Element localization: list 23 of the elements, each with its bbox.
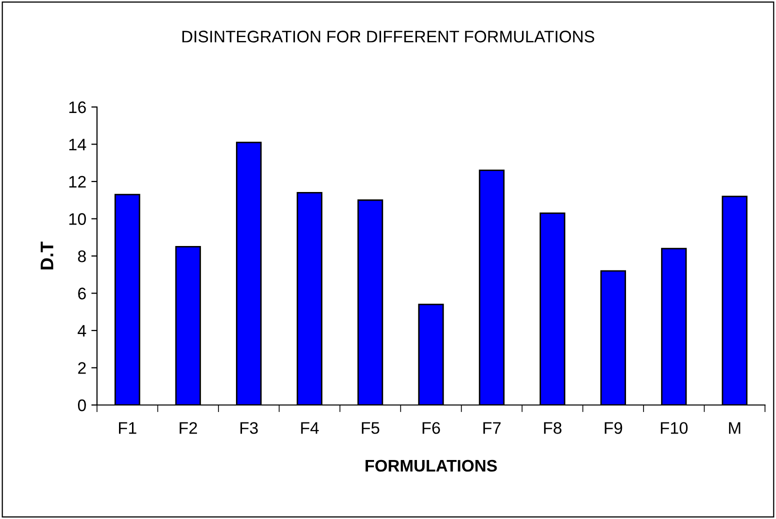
y-tick-label: 8 — [78, 250, 86, 262]
y-tick-label: 2 — [78, 362, 86, 374]
x-tick-label: F8 — [544, 422, 562, 434]
x-tick-label: F6 — [422, 422, 440, 434]
x-tick-label: F9 — [604, 422, 622, 434]
y-tick-label: 10 — [69, 213, 86, 225]
y-tick-label: 0 — [78, 399, 86, 412]
x-tick-label: F10 — [660, 422, 688, 434]
y-tick-label: 12 — [69, 176, 86, 188]
x-tick-label: F2 — [180, 422, 197, 434]
x-tick-label: F5 — [362, 422, 380, 434]
chart-title: DISINTEGRATION FOR DIFFERENT FORMULATIONS — [182, 30, 594, 42]
x-tick-label: F1 — [119, 422, 136, 434]
y-tick-label: 14 — [69, 138, 86, 150]
x-tick-label: F3 — [240, 422, 258, 434]
y-axis-title: D.T — [40, 242, 54, 270]
x-axis-title: FORMULATIONS — [366, 460, 497, 472]
x-tick-label: F7 — [483, 422, 501, 434]
y-tick-label: 4 — [78, 325, 86, 337]
x-tick-label: F4 — [301, 422, 319, 434]
y-tick-label: 16 — [69, 101, 86, 114]
y-tick-label: 6 — [78, 288, 86, 300]
x-tick-label: M — [729, 422, 740, 434]
